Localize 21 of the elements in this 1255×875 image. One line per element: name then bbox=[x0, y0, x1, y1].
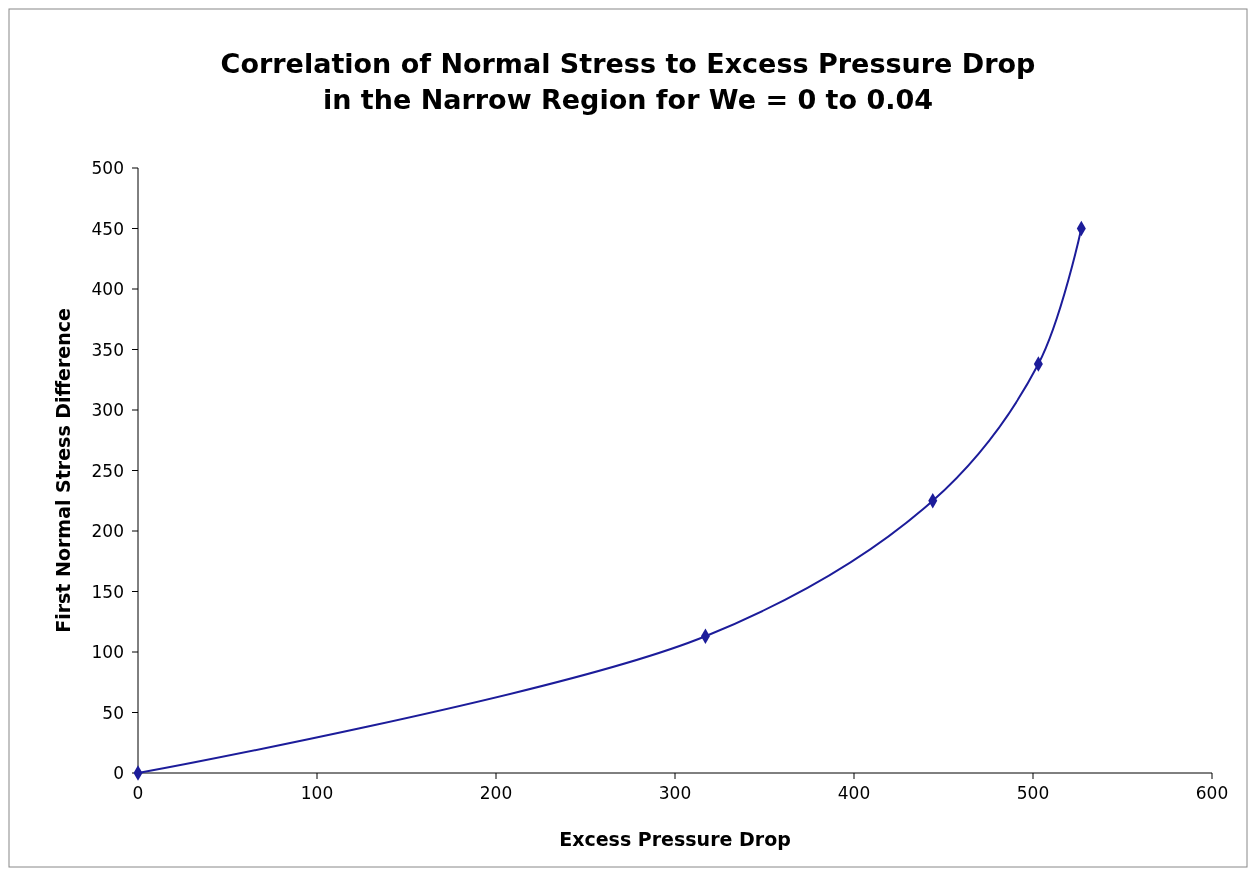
y-tick-label: 300 bbox=[91, 400, 124, 420]
y-tick-label: 250 bbox=[91, 460, 124, 481]
x-tick-label: 500 bbox=[1016, 783, 1050, 803]
x-tick-label: 100 bbox=[300, 783, 334, 803]
y-tick-label: 500 bbox=[91, 158, 124, 178]
x-tick-label: 300 bbox=[658, 783, 692, 803]
y-tick-label: 150 bbox=[91, 581, 124, 602]
x-tick-label: 400 bbox=[837, 783, 871, 803]
y-tick-label: 200 bbox=[91, 521, 124, 541]
y-tick-label: 0 bbox=[113, 763, 124, 783]
y-tick-label: 50 bbox=[102, 702, 124, 723]
chart-title: Correlation of Normal Stress to Excess Pressure Drop in the Narrow Region for We = 0 to 0.04 bbox=[220, 48, 1036, 115]
y-tick-label: 400 bbox=[91, 279, 124, 299]
y-tick-label: 100 bbox=[91, 642, 124, 662]
x-tick-label: 0 bbox=[132, 783, 144, 803]
x-tick-label: 200 bbox=[479, 783, 513, 803]
y-tick-label: 350 bbox=[91, 339, 124, 360]
x-axis-title: Excess Pressure Drop bbox=[559, 828, 791, 850]
y-axis-title: First Normal Stress Difference bbox=[52, 308, 74, 633]
y-tick-label: 450 bbox=[91, 218, 124, 239]
x-tick-label: 600 bbox=[1195, 783, 1229, 803]
